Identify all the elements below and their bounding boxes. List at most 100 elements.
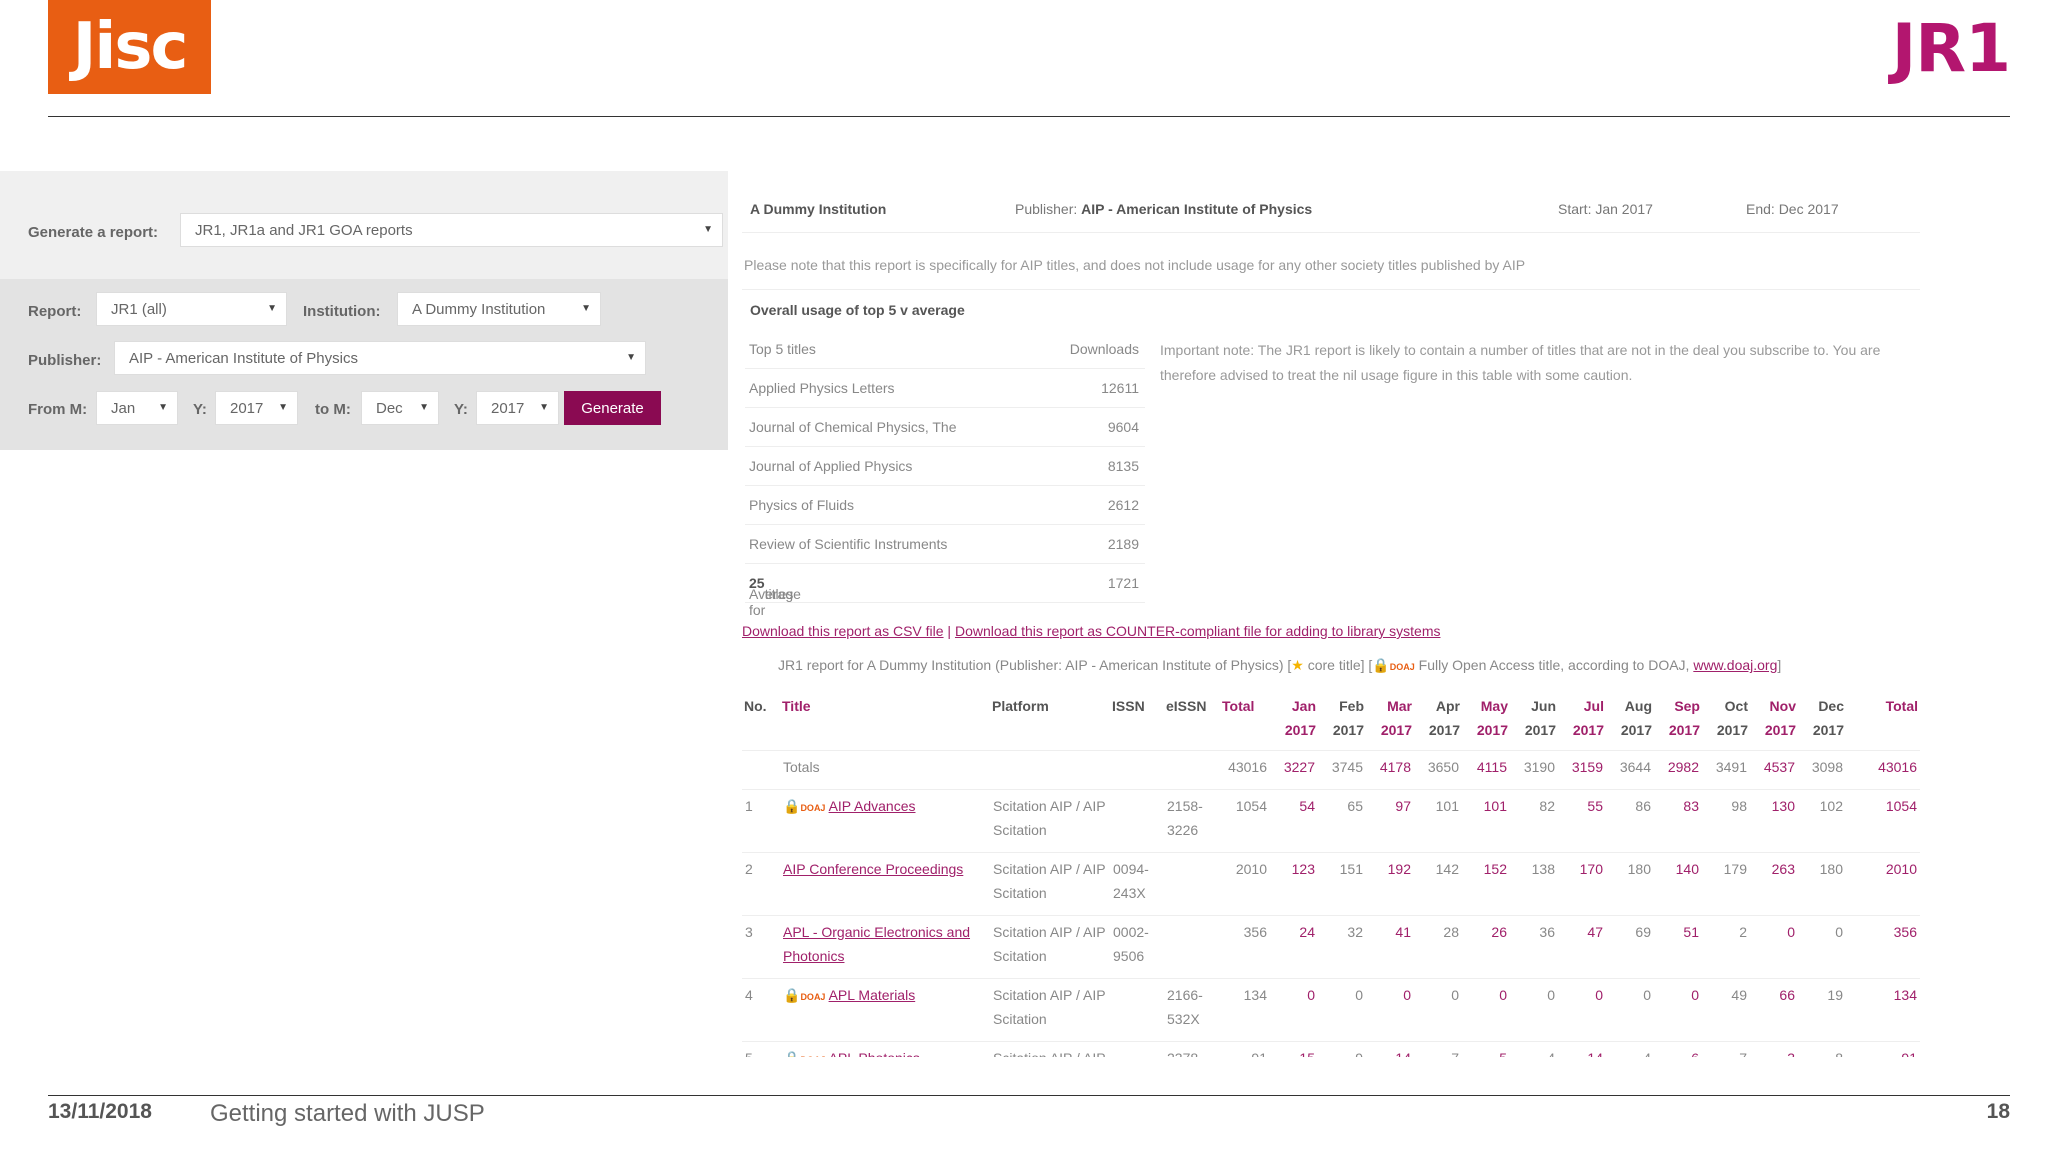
col-issn: ISSN (1112, 698, 1145, 714)
col-month[interactable]: Mar 2017 (1380, 698, 1412, 738)
row-value: 5 (1462, 1041, 1510, 1057)
row-value: 55 (1558, 789, 1606, 853)
col-month[interactable]: Nov 2017 (1764, 698, 1796, 738)
average-value: 1721 (1107, 575, 1139, 591)
institution-label: Institution: (303, 303, 381, 320)
to-month-select[interactable]: Dec ▼ (361, 391, 439, 425)
row-value: 356 (1846, 915, 1920, 979)
col-month[interactable]: May 2017 (1476, 698, 1508, 738)
row-value: 28 (1414, 915, 1462, 979)
col-month: Jun 2017 (1524, 698, 1556, 738)
totals-value: 3491 (1702, 750, 1750, 790)
totals-value: 3098 (1798, 750, 1846, 790)
top5-header-title: Top 5 titles (749, 341, 816, 357)
row-value: 97 (1366, 789, 1414, 853)
row-value: 0 (1318, 978, 1366, 1042)
row-value: 86 (1606, 789, 1654, 853)
row-value: 0 (1270, 978, 1318, 1042)
row-value: 0 (1366, 978, 1414, 1042)
row-number: 2 (742, 852, 780, 916)
row-eissn (1164, 915, 1220, 979)
title-link[interactable]: APL Photonics (829, 1050, 920, 1057)
doaj-link[interactable]: www.doaj.org (1693, 657, 1778, 673)
row-value: 14 (1558, 1041, 1606, 1057)
table-row: Physics of Fluids 2612 (745, 486, 1145, 525)
row-value: 36 (1510, 915, 1558, 979)
lock-icon: 🔒 (783, 987, 801, 1003)
from-year-select[interactable]: 2017 ▼ (215, 391, 298, 425)
generate-button[interactable]: Generate (564, 391, 661, 425)
row-eissn: 2378-0967 (1164, 1041, 1220, 1057)
from-year-value: 2017 (230, 399, 264, 417)
row-number: 5 (742, 1041, 780, 1057)
totals-value: 3159 (1558, 750, 1606, 790)
top5-downloads: 2189 (1107, 536, 1139, 552)
row-platform: Scitation AIP / AIP Scitation (990, 978, 1110, 1042)
col-month[interactable]: Jan 2017 (1284, 698, 1316, 738)
average-suffix: titles (764, 586, 794, 602)
row-value: 1054 (1220, 789, 1270, 853)
row-value: 69 (1606, 915, 1654, 979)
col-eissn: eISSN (1166, 698, 1207, 714)
divider (742, 289, 1920, 290)
row-title-cell: 🔒DOAJ APL Photonics (780, 1041, 990, 1057)
row-value: 14 (1366, 1041, 1414, 1057)
doaj-icon: DOAJ (800, 803, 826, 813)
col-month[interactable]: Sep 2017 (1668, 698, 1700, 738)
row-title-cell: AIP Conference Proceedings (780, 852, 990, 916)
report-label: Report: (28, 303, 82, 320)
institution-select[interactable]: A Dummy Institution ▼ (397, 292, 601, 326)
top5-downloads: 2612 (1107, 497, 1139, 513)
col-total[interactable]: Total (1222, 698, 1255, 714)
top5-average-row: Average for 25 titles 1721 (745, 564, 1145, 618)
publisher-select[interactable]: AIP - American Institute of Physics ▼ (114, 341, 646, 375)
lock-icon: 🔒 (783, 798, 801, 814)
download-csv-link[interactable]: Download this report as CSV file (742, 623, 944, 639)
row-value: 98 (1702, 789, 1750, 853)
cell (1110, 750, 1164, 790)
row-value: 142 (1414, 852, 1462, 916)
legend-prefix: JR1 report for A Dummy Institution (Publ… (778, 657, 1292, 673)
title-link[interactable]: AIP Advances (828, 798, 916, 814)
row-value: 1054 (1846, 789, 1920, 853)
row-value: 180 (1798, 852, 1846, 916)
title-link[interactable]: APL - Organic Electronics and Photonics (783, 924, 971, 964)
row-value: 101 (1414, 789, 1462, 853)
row-value: 2 (1702, 915, 1750, 979)
col-month[interactable]: Jul 2017 (1572, 698, 1604, 738)
totals-value: 4178 (1366, 750, 1414, 790)
row-value: 7 (1414, 1041, 1462, 1057)
col-no: No. (744, 698, 767, 714)
title-link[interactable]: APL Materials (828, 987, 916, 1003)
row-number: 3 (742, 915, 780, 979)
row-value: 66 (1750, 978, 1798, 1042)
report-select[interactable]: JR1 (all) ▼ (96, 292, 287, 326)
to-year-value: 2017 (491, 399, 525, 417)
row-value: 24 (1270, 915, 1318, 979)
table-row: 4 🔒DOAJ APL Materials Scitation AIP / AIP … (742, 978, 1920, 1042)
doaj-icon: DOAJ (800, 992, 826, 1002)
row-value: 65 (1318, 789, 1366, 853)
to-year-select[interactable]: 2017 ▼ (476, 391, 559, 425)
col-title[interactable]: Title (782, 698, 811, 714)
report-legend: JR1 report for A Dummy Institution (Publ… (778, 657, 1781, 674)
col-month: Feb 2017 (1332, 698, 1364, 738)
title-link[interactable]: AIP Conference Proceedings (783, 861, 964, 877)
row-value: 0 (1654, 978, 1702, 1042)
to-year-label: Y: (454, 401, 468, 418)
row-eissn (1164, 852, 1220, 916)
from-month-select[interactable]: Jan ▼ (96, 391, 178, 425)
star-icon: ★ (1291, 657, 1304, 673)
download-counter-link[interactable]: Download this report as COUNTER-complian… (954, 623, 1441, 639)
report-value: JR1 (all) (111, 300, 167, 318)
generate-report-select[interactable]: JR1, JR1a and JR1 GOA reports ▼ (180, 213, 723, 247)
jr1-table: No. Title Platform ISSN eISSN Total Jan … (742, 690, 1920, 1057)
row-value: 15 (1270, 1041, 1318, 1057)
legend-core: core title] [ (1303, 657, 1373, 673)
link-separator: | (943, 623, 955, 639)
col-total-end[interactable]: Total (1885, 698, 1918, 714)
lock-icon: 🔒 (783, 1050, 800, 1057)
table-row: Applied Physics Letters 12611 (745, 369, 1145, 408)
row-value: 4 (1510, 1041, 1558, 1057)
to-month-value: Dec (376, 399, 403, 417)
